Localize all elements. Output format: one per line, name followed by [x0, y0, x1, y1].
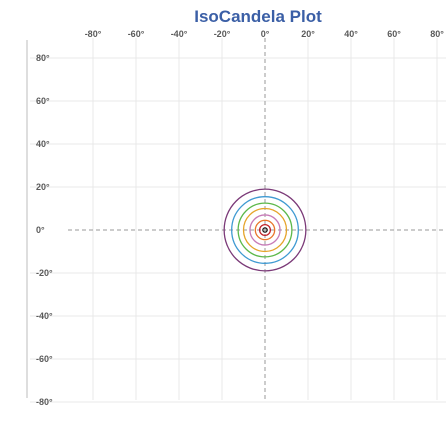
y-tick-label: -60° [36, 354, 53, 364]
x-tick-label: 0° [261, 29, 270, 39]
contour-ring [262, 227, 268, 233]
y-tick-label: 20° [36, 182, 50, 192]
y-tick-label: -20° [36, 268, 53, 278]
y-tick-label: 0° [36, 225, 45, 235]
y-tick-label: -40° [36, 311, 53, 321]
contour-ring [254, 219, 276, 241]
y-tick-label: 60° [36, 96, 50, 106]
zero-axes [68, 38, 446, 400]
chart-title: IsoCandela Plot [194, 7, 322, 26]
x-tick-label: -80° [85, 29, 102, 39]
contour-ring [242, 207, 288, 253]
x-tick-label: 80° [430, 29, 444, 39]
x-tick-label: 40° [344, 29, 358, 39]
contour-rings [223, 188, 307, 272]
grid [30, 38, 446, 403]
y-tick-label: -80° [36, 397, 53, 407]
x-tick-label: 60° [387, 29, 401, 39]
contour-ring [249, 214, 281, 246]
x-tick-label: 20° [301, 29, 315, 39]
y-tick-label: 80° [36, 53, 50, 63]
contour-ring [223, 188, 307, 272]
y-tick-label: 40° [36, 139, 50, 149]
x-tick-label: -60° [128, 29, 145, 39]
x-tick-label: -20° [214, 29, 231, 39]
x-tick-label: -40° [171, 29, 188, 39]
contour-ring [231, 196, 299, 264]
x-tick-labels: -80° -60° -40° -20° 0° 20° 40° 60° 80° [85, 29, 445, 39]
y-tick-labels: 80° 60° 40° 20° 0° -20° -40° -60° -80° [36, 53, 53, 407]
contour-ring [237, 202, 293, 258]
contour-ring [258, 223, 272, 237]
